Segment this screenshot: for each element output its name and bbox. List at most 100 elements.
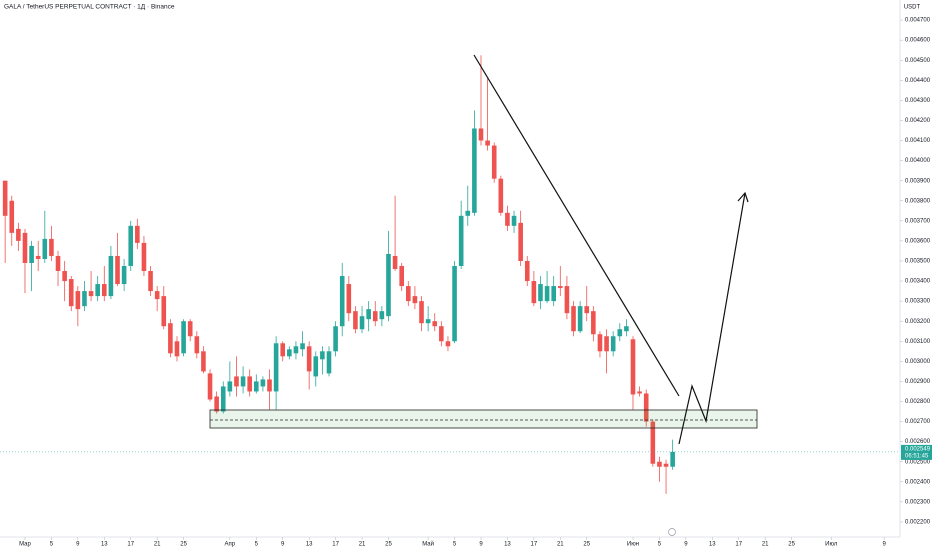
candle-body: [320, 351, 325, 360]
candle-body: [498, 178, 504, 213]
projection-arrowhead: [737, 191, 749, 203]
candle-body: [174, 341, 180, 357]
candle-body: [419, 301, 424, 324]
candle-body: [141, 242, 147, 272]
candle-body: [273, 343, 279, 392]
candle-body: [524, 260, 530, 282]
y-tick-label: 0.004700: [905, 18, 931, 24]
x-tick-label: 5: [453, 542, 457, 548]
x-tick-label: 21: [557, 542, 564, 548]
x-tick-label: 9: [684, 542, 688, 548]
x-tick-label: 25: [583, 542, 590, 548]
y-tick-label: 0.003200: [905, 319, 931, 325]
candle-body: [597, 334, 603, 352]
candle-body: [531, 281, 537, 304]
candle-body: [577, 306, 583, 332]
candle-body: [571, 306, 576, 332]
x-tick-label: 9: [76, 542, 80, 548]
candle-body: [88, 291, 94, 297]
x-tick-label: Июн: [627, 542, 639, 548]
candle-body: [16, 228, 21, 241]
candle-body: [643, 393, 649, 422]
candle-body: [333, 326, 338, 352]
candle-body: [300, 343, 305, 350]
candle-body: [75, 291, 81, 310]
x-tick-label: 17: [127, 542, 134, 548]
candle-body: [313, 356, 319, 377]
y-tick-label: 0.002300: [905, 499, 931, 505]
dividend-icon[interactable]: [668, 528, 676, 536]
x-tick-label: 21: [762, 542, 769, 548]
candle-body: [29, 245, 34, 263]
y-tick-label: 0.004400: [905, 78, 931, 84]
candle-body: [62, 271, 67, 282]
x-tick-label: 21: [359, 542, 366, 548]
x-tick-label: 13: [306, 542, 313, 548]
y-tick-label: 0.002200: [905, 520, 931, 526]
candle-body: [551, 286, 556, 302]
candles: [2, 55, 675, 494]
x-tick-label: Июл: [825, 542, 838, 548]
candle-body: [339, 276, 345, 327]
y-tick-label: 0.003900: [905, 178, 931, 184]
candle-body: [412, 296, 418, 304]
candle-body: [161, 296, 167, 327]
candle-body: [234, 376, 239, 387]
candle-body: [227, 381, 233, 392]
chart-title: GALA / TetherUS PERPETUAL CONTRACT · 1Д …: [4, 4, 175, 11]
candle-body: [465, 210, 471, 216]
candle-body: [491, 145, 497, 179]
candle-body: [439, 326, 444, 342]
candle-body: [405, 286, 411, 302]
candle-body: [108, 255, 114, 297]
y-tick-label: 0.002400: [905, 479, 931, 485]
candle-body: [637, 391, 642, 394]
y-tick-label: 0.004600: [905, 38, 931, 44]
candle-body: [55, 255, 61, 272]
y-tick-label: 0.003600: [905, 238, 931, 244]
countdown-label: 06:51:45: [905, 453, 929, 459]
candle-body: [392, 255, 398, 270]
y-tick-label: 0.002500: [905, 459, 931, 465]
y-tick-label: 0.004100: [905, 138, 931, 144]
y-tick-label: 0.002700: [905, 419, 931, 425]
candle-body: [544, 286, 550, 302]
candle-body: [135, 225, 140, 243]
candle-body: [95, 284, 100, 297]
candle-body: [399, 265, 404, 287]
candle-body: [511, 215, 517, 226]
x-tick-label: 13: [504, 542, 511, 548]
support-zone: [209, 409, 758, 429]
drawings: [209, 54, 758, 445]
candle-body: [194, 336, 200, 354]
candle-body: [49, 238, 54, 256]
candle-body: [253, 381, 259, 392]
candle-body: [610, 336, 616, 352]
candle-body: [650, 421, 656, 464]
y-tick-label: 0.002900: [905, 379, 931, 385]
x-tick-label: 25: [788, 542, 795, 548]
x-tick-label: 13: [101, 542, 108, 548]
last-price-box: [901, 444, 932, 460]
candle-body: [518, 222, 523, 261]
x-tick-label: 21: [154, 542, 161, 548]
candle-body: [35, 255, 41, 259]
x-tick-label: Апр: [225, 542, 236, 548]
x-tick-label: 9: [281, 542, 285, 548]
candle-body: [2, 180, 8, 216]
x-tick-label: 25: [180, 542, 187, 548]
candle-body: [425, 319, 431, 324]
y-tick-label: 0.003000: [905, 359, 931, 365]
candle-body: [293, 346, 299, 354]
x-tick-label: Май: [422, 541, 434, 548]
candle-body: [445, 341, 451, 347]
candle-body: [220, 386, 226, 412]
candle-body: [22, 232, 28, 263]
x-tick-label: 5: [50, 542, 54, 548]
candle-body: [353, 311, 358, 330]
x-tick-label: 9: [882, 542, 886, 548]
candle-body: [624, 326, 629, 332]
y-tick-label: 0.004500: [905, 58, 931, 64]
candle-body: [538, 284, 543, 302]
candle-body: [201, 351, 206, 372]
